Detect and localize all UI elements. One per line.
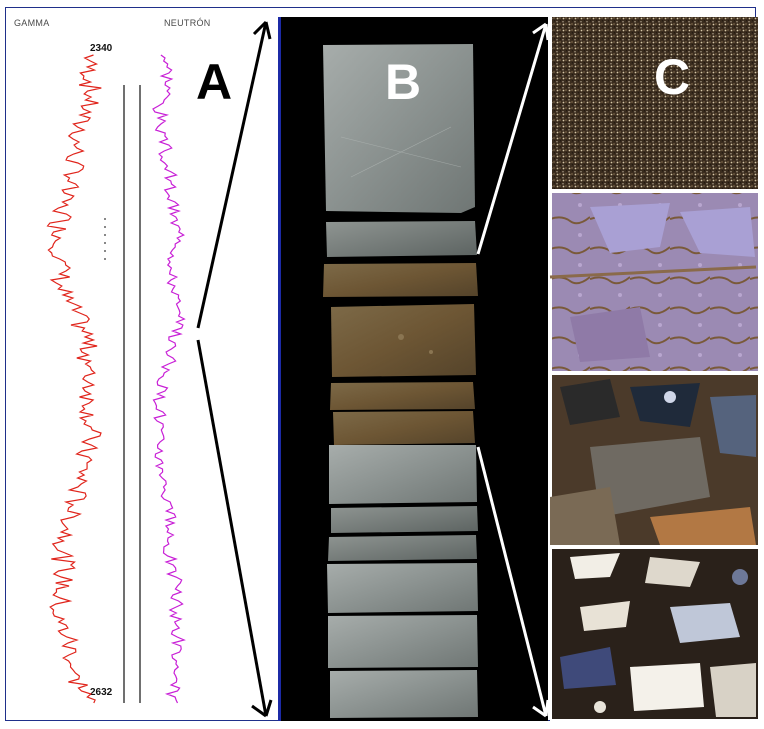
- log-to-core-arrow: [196, 20, 273, 718]
- core-photo-svg: [323, 44, 478, 718]
- core-to-thin-section-arrow: [476, 22, 550, 718]
- core-piece-5: [330, 382, 475, 410]
- core-piece-2: [326, 221, 477, 257]
- thin-section-1: [552, 17, 758, 189]
- depth-top-label: 2340: [90, 43, 113, 54]
- well-log-svg: [46, 54, 186, 704]
- panel-label-c: C: [654, 49, 691, 105]
- gamma-header: GAMMA: [14, 18, 50, 28]
- neutron-curve: [152, 54, 186, 704]
- neutron-header: NEUTRÓN: [164, 18, 211, 28]
- core-piece-8: [331, 506, 478, 533]
- thin-section-svg: [549, 17, 758, 719]
- core-piece-6: [333, 411, 475, 445]
- core-piece-12: [330, 670, 478, 718]
- panel-label-b: B: [385, 54, 422, 110]
- thin-section-2: [549, 193, 758, 371]
- thin-section-4: [552, 549, 758, 719]
- thin-section-3: [550, 375, 758, 545]
- core-piece-4: [331, 304, 476, 377]
- core-piece-9: [328, 535, 477, 561]
- depth-tick-dots: [104, 218, 106, 260]
- core-photo-panel: B: [278, 17, 548, 721]
- well-log-panel: GAMMA NEUTRÓN 2340 2632 A: [8, 15, 276, 719]
- gamma-ray-curve: [46, 54, 102, 704]
- thin-section-panel: C: [549, 17, 760, 721]
- core-piece-10: [327, 563, 478, 613]
- core-piece-1: [323, 44, 475, 213]
- depth-bottom-label: 2632: [90, 687, 113, 698]
- core-piece-11: [328, 615, 478, 668]
- core-piece-3: [323, 263, 478, 297]
- core-piece-7: [329, 445, 477, 504]
- panel-label-a: A: [196, 54, 233, 110]
